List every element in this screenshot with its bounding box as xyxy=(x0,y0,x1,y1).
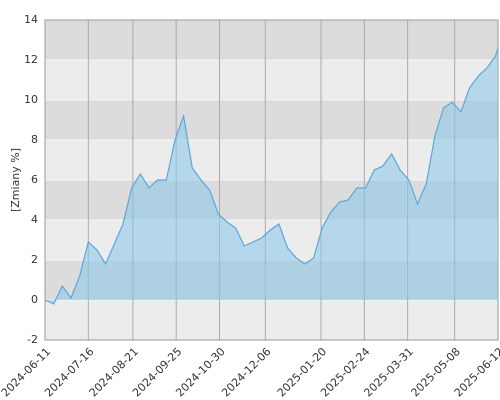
y-tick-label: 0 xyxy=(31,293,38,306)
y-axis-label: [Zmiany %] xyxy=(9,148,22,212)
y-tick-label: 12 xyxy=(24,53,38,66)
grid-band xyxy=(45,60,498,100)
y-tick-label: 4 xyxy=(31,213,38,226)
y-tick-label: 6 xyxy=(31,173,38,186)
y-tick-label: -2 xyxy=(27,333,38,346)
line xyxy=(44,47,499,305)
y-tick-label: 8 xyxy=(31,133,38,146)
x-tick-label: 2024-12-06 xyxy=(219,345,273,399)
y-tick-label: 2 xyxy=(31,253,38,266)
y-tick-label: 14 xyxy=(24,13,38,26)
grid-band xyxy=(45,100,498,140)
area xyxy=(45,48,498,304)
grid-band xyxy=(45,140,498,180)
grid-band xyxy=(45,300,498,340)
grid-band xyxy=(45,20,498,60)
y-tick-label: 10 xyxy=(24,93,38,106)
